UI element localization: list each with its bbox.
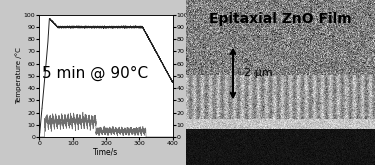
Text: Epitaxial ZnO Film: Epitaxial ZnO Film	[209, 12, 352, 26]
Y-axis label: Temperature /°C: Temperature /°C	[15, 48, 22, 104]
Text: 2 μm: 2 μm	[244, 68, 273, 78]
X-axis label: Time/s: Time/s	[93, 148, 118, 157]
Text: 5 min @ 90°C: 5 min @ 90°C	[42, 66, 148, 81]
Y-axis label: Microwave Power/W: Microwave Power/W	[192, 41, 198, 111]
